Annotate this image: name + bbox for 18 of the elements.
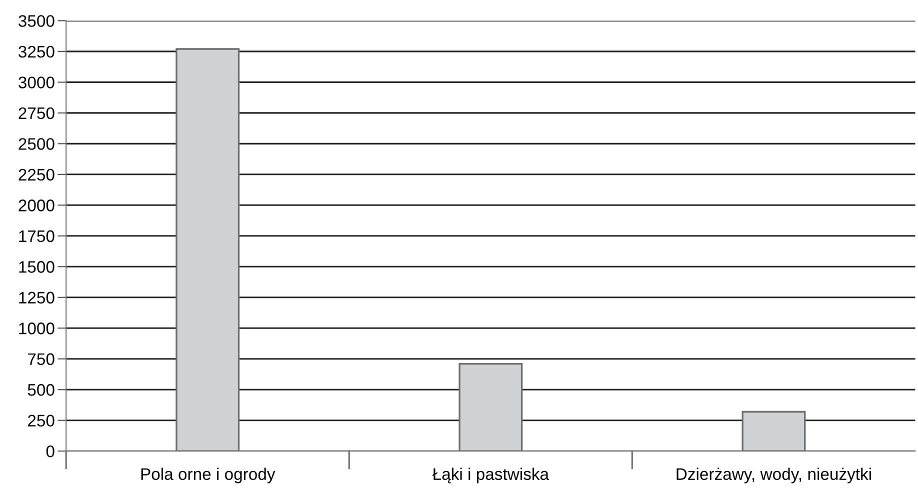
y-tick-label: 1250 (19, 292, 54, 304)
y-tick-label: 2750 (18, 107, 54, 120)
y-tick-label: 250 (28, 414, 54, 427)
y-tick-label: 2000 (18, 200, 54, 212)
y-tick-label: 3000 (18, 76, 54, 88)
y-tick-label: 500 (28, 384, 54, 396)
x-tick-label: Dzierżawy, wody, nieużytki (676, 468, 871, 484)
y-tick-label: 1750 (19, 230, 54, 242)
y-tick-label: 1000 (19, 322, 54, 334)
y-tick-label: 3500 (18, 15, 54, 27)
y-tick-label: 2250 (18, 168, 54, 181)
x-tick-label: Pola orne i ogrody (141, 468, 276, 484)
y-tick-label: 1500 (19, 261, 54, 273)
y-tick-label: 0 (46, 445, 54, 458)
x-tick-label: Łąki i pastwiska (432, 468, 550, 484)
y-tick-label: 3250 (18, 46, 54, 58)
y-tick-label: 750 (28, 353, 54, 366)
y-tick-label: 2500 (18, 138, 54, 150)
